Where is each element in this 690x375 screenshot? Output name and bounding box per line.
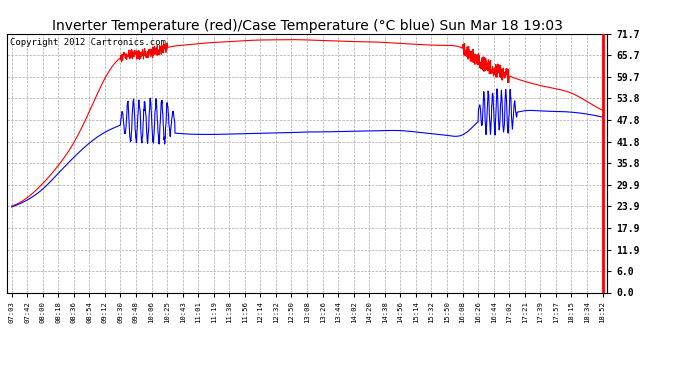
Text: Copyright 2012 Cartronics.com: Copyright 2012 Cartronics.com [10,38,166,46]
Title: Inverter Temperature (red)/Case Temperature (°C blue) Sun Mar 18 19:03: Inverter Temperature (red)/Case Temperat… [52,19,562,33]
